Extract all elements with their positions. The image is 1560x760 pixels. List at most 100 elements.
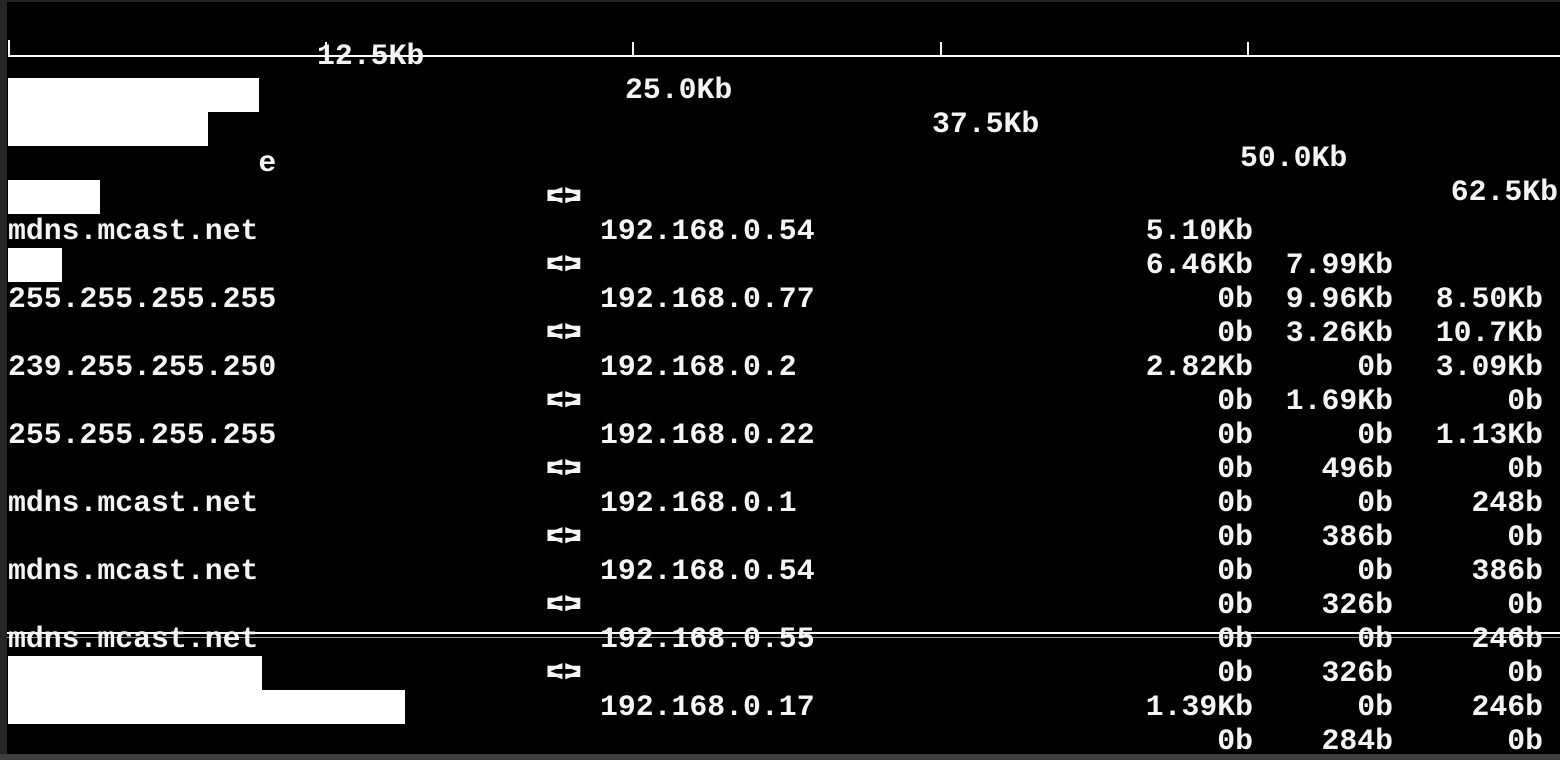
rx-rate-3: 3.09Kb: [1435, 350, 1543, 384]
tx-rate-3: 10.7Kb: [1435, 316, 1543, 350]
tx-line: contructor2.pve => 192.168.0.54 6.46Kb 9…: [0, 78, 1560, 350]
source-host: mdns.mcast.net: [8, 622, 258, 656]
tx-line: mdns.mcast.net => 192.168.0.17 0b 0b 0b: [0, 554, 1560, 760]
tx-rate-2: 0b: [1357, 622, 1393, 656]
scale-tick-4: [1247, 42, 1249, 57]
destination-host: 192.168.0.22: [600, 418, 815, 452]
source-host-text: mdns.mcast.net: [8, 214, 259, 248]
rx-rate-2: 386b: [1321, 520, 1393, 554]
tx-line: mdns.mcast.net => 192.168.0.54 0b 0b 0b: [0, 418, 1560, 690]
connection-pair: 255.255.255.255 => 192.168.0.2 0b 0b 0b …: [0, 214, 1560, 486]
rx-rate-2: 326b: [1321, 588, 1393, 622]
rx-arrow-icon: <=: [546, 384, 582, 418]
rx-rate-1: 2.82Kb: [1145, 350, 1253, 384]
tx-rate-3: 0b: [1507, 452, 1543, 486]
footer-separator-line-2: [0, 637, 1560, 638]
tx-total-bar: [8, 656, 262, 690]
connection-pair: mdns.mcast.net => 192.168.0.55 0b 0b 0b …: [0, 486, 1560, 758]
tx-arrow-icon: =>: [546, 384, 582, 418]
rx-rate-3: 8.50Kb: [1435, 282, 1543, 316]
rx-line: <= 0b 386b 386b: [0, 384, 1560, 588]
destination-host: 192.168.0.77: [600, 282, 815, 316]
scale-label-2: 25.0Kb: [625, 73, 733, 107]
tx-rate-2: 0b: [1357, 486, 1393, 520]
tx-rate-3: 0b: [1507, 520, 1543, 554]
rx-summary-row: RX: 203KB 195Kb 10.4Kb 15.3Kb 24.4Kb: [0, 690, 1560, 760]
tx-summary-row: TX: cum: 93.2KB peak: 24.0Kb rates: 6.46…: [0, 656, 1560, 760]
connection-pair: contructor2.pve => 192.168.0.54 6.46Kb 9…: [0, 78, 1560, 350]
destination-host: 192.168.0.54: [600, 554, 815, 588]
rx-bandwidth-bar: [8, 112, 208, 146]
scale-ruler-line: [8, 55, 1560, 57]
tx-line: 255.255.255.255 => 192.168.0.2 0b 0b 0b: [0, 214, 1560, 486]
rx-line: <= 0b 3.26Kb 3.09Kb: [0, 180, 1560, 384]
source-host-text: 255.255.255.255: [8, 282, 277, 316]
rx-arrow-icon: <=: [546, 656, 582, 690]
rx-arrow-icon: <=: [546, 588, 582, 622]
source-host: 255.255.255.255: [8, 418, 276, 452]
tx-arrow-icon: =>: [546, 248, 582, 282]
tx-arrow-icon: =>: [546, 316, 582, 350]
connection-pair: 239.255.255.250 => 192.168.0.22 0b 0b 0b…: [0, 282, 1560, 554]
bandwidth-scale-row: 12.5Kb 25.0Kb 37.5Kb 50.0Kb 62.5Kb: [0, 5, 1560, 209]
connection-pair: mdns.mcast.net => 192.168.0.54 0b 0b 0b …: [0, 418, 1560, 690]
tx-rate-2: 9.96Kb: [1285, 282, 1393, 316]
source-host: mdns.mcast.net: [8, 486, 258, 520]
source-host-text: e: [258, 146, 277, 180]
tx-rate-1: 0b: [1217, 656, 1253, 690]
connection-pair: mdns.mcast.net => 192.168.0.17 0b 0b 0b …: [0, 554, 1560, 760]
rx-rate-2: 326b: [1321, 656, 1393, 690]
scale-label-1: 12.5Kb: [317, 39, 425, 73]
tx-rate-1: 0b: [1217, 384, 1253, 418]
rx-arrow-icon: <=: [546, 452, 582, 486]
tx-rate-3: 0b: [1507, 724, 1543, 758]
window-edge-bottom: [0, 754, 1560, 760]
rx-rate-3: 246b: [1471, 690, 1543, 724]
rx-total-bar: [8, 690, 405, 724]
source-host-text: 255.255.255.255: [8, 418, 277, 452]
rx-arrow-icon: <=: [546, 180, 582, 214]
window-edge-top: [0, 0, 1560, 2]
tx-rate-1: 0b: [1217, 520, 1253, 554]
tx-arrow-icon: =>: [546, 180, 582, 214]
source-host: 255.255.255.255: [8, 282, 276, 316]
rx-bandwidth-bar: [8, 248, 62, 282]
rx-line: <= 0b 326b 246b: [0, 452, 1560, 656]
rx-rate-3: 246b: [1471, 622, 1543, 656]
source-host-text: mdns.mcast.net: [8, 486, 259, 520]
tx-rate-1: 0b: [1217, 452, 1253, 486]
rx-rate-2: 1.69Kb: [1285, 384, 1393, 418]
window-edge-left: [0, 0, 7, 760]
source-host: mdns.mcast.net: [8, 554, 258, 588]
rx-rate-1: 0b: [1217, 418, 1253, 452]
rx-bandwidth-bar: [8, 180, 100, 214]
scale-label-5: 62.5Kb: [1450, 175, 1558, 209]
tx-rate-3: 0b: [1507, 588, 1543, 622]
connection-pair: mdns.mcast.net => 192.168.0.77 0b 0b 0b …: [0, 146, 1560, 418]
rx-rate-3: 248b: [1471, 486, 1543, 520]
rx-rate-2: 496b: [1321, 452, 1393, 486]
tx-line: mdns.mcast.net => 192.168.0.77 0b 0b 0b: [0, 146, 1560, 418]
scale-label-4: 50.0Kb: [1240, 141, 1348, 175]
tx-rate-1: 0b: [1217, 316, 1253, 350]
rx-arrow-icon: <=: [546, 316, 582, 350]
scale-tick-3: [940, 42, 942, 57]
tx-rate-1: 0b: [1217, 588, 1253, 622]
rx-rate-3: 1.13Kb: [1435, 418, 1543, 452]
destination-host: 192.168.0.17: [600, 690, 815, 724]
tx-rate-2: 0b: [1357, 554, 1393, 588]
source-host-text: mdns.mcast.net: [8, 554, 259, 588]
tx-arrow-icon: =>: [546, 520, 582, 554]
tx-line: mdns.mcast.net => 192.168.0.55 0b 0b 0b: [0, 486, 1560, 758]
source-host-highlighted-text: contructor2.pv: [8, 146, 259, 180]
source-host: 239.255.255.250: [8, 350, 276, 384]
tx-label: TX:: [8, 724, 62, 758]
source-host-text: mdns.mcast.net: [8, 622, 259, 656]
tx-rate-1: 0b: [1217, 724, 1253, 758]
destination-host: 192.168.0.54: [600, 214, 815, 248]
source-host-text: 239.255.255.250: [8, 350, 277, 384]
rx-rate-2: 7.99Kb: [1285, 248, 1393, 282]
destination-host: 192.168.0.55: [600, 622, 815, 656]
rx-arrow-icon: <=: [546, 520, 582, 554]
